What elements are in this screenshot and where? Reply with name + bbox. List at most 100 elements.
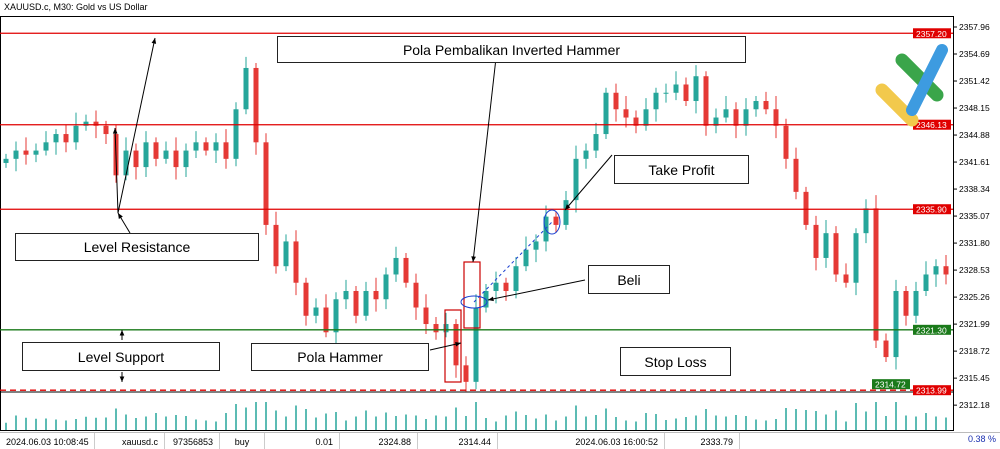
open-price: 2324.88 — [340, 433, 418, 449]
candle-body — [3, 158, 9, 163]
level-price-label: 2313.99 — [916, 386, 947, 396]
entry-marker — [460, 295, 488, 309]
level-price-label: 2346.13 — [916, 120, 947, 130]
price-axis-border — [953, 16, 954, 431]
candle-body — [583, 150, 589, 159]
candle-body — [403, 257, 409, 283]
candle-body — [943, 266, 949, 275]
y-tick-label: 2315.45 — [959, 373, 990, 383]
candle-body — [713, 117, 719, 126]
candle-body — [363, 290, 369, 316]
level-price-badge — [913, 28, 951, 39]
candle-body — [283, 241, 289, 267]
candle-body — [633, 117, 639, 126]
exit-marker — [543, 209, 561, 235]
candle-body — [243, 67, 249, 110]
candle-body — [813, 224, 819, 258]
candle-body — [553, 216, 559, 225]
candle-body — [193, 142, 199, 151]
level-price-badge — [872, 379, 910, 390]
candle-body — [233, 109, 239, 159]
candle-body — [793, 158, 799, 192]
candle-body — [123, 150, 129, 176]
symbol: xauusd.c — [95, 433, 165, 449]
candle-body — [493, 282, 499, 291]
candle-body — [383, 274, 389, 300]
y-tick-label: 2312.18 — [959, 400, 990, 410]
candle-body — [523, 249, 529, 267]
arrow-head — [112, 128, 118, 134]
candle-body — [223, 142, 229, 159]
candle-body — [163, 150, 169, 159]
candle-body — [333, 299, 339, 333]
candle-body — [883, 340, 889, 358]
annotation-level-support: Level Support — [22, 342, 220, 371]
level-price-badge — [913, 385, 951, 396]
annotation-beli: Beli — [588, 265, 670, 294]
candle-body — [353, 290, 359, 316]
candle-body — [853, 233, 859, 283]
lot-volume: 0.01 — [265, 433, 340, 449]
trade-history-row[interactable]: 2024.06.03 10:08:45 xauusd.c 97356853 bu… — [0, 432, 1000, 449]
open-time: 2024.06.03 10:08:45 — [0, 433, 95, 449]
arrow-head — [119, 330, 125, 336]
candle-body — [623, 109, 629, 118]
candle-body — [503, 282, 509, 291]
candle-body — [773, 109, 779, 126]
candle-body — [323, 307, 329, 333]
close-time: 2024.06.03 16:00:52 — [498, 433, 665, 449]
candle-body — [173, 150, 179, 168]
candle-body — [313, 307, 319, 316]
candle-body — [473, 307, 479, 382]
candle-body — [23, 150, 29, 155]
candle-body — [513, 266, 519, 291]
candle-body — [573, 158, 579, 201]
candle-body — [423, 307, 429, 325]
candle-body — [683, 84, 689, 102]
y-tick-label: 2344.88 — [959, 130, 990, 140]
level-price-badge — [913, 119, 951, 130]
arrow-head — [151, 38, 157, 44]
candle-body — [33, 150, 39, 155]
candle-body — [143, 142, 149, 168]
y-tick-label: 2321.99 — [959, 319, 990, 329]
y-tick-label: 2335.07 — [959, 211, 990, 221]
trade-line — [473, 221, 553, 303]
candle-body — [93, 121, 99, 126]
candle-body — [763, 101, 769, 110]
annotation-arrow — [114, 127, 119, 214]
candle-body — [13, 150, 19, 159]
arrow-head — [119, 376, 125, 382]
candle-body — [653, 92, 659, 110]
candle-body — [823, 233, 829, 258]
level-price-badge — [913, 204, 951, 215]
arrow-head — [118, 213, 123, 219]
candle-body — [203, 142, 209, 151]
candle-body — [873, 208, 879, 341]
candle-body — [133, 150, 139, 168]
candle-body — [673, 84, 679, 93]
level-price-badge — [913, 324, 951, 335]
candle-body — [303, 282, 309, 316]
candle-body — [833, 233, 839, 275]
window-title: XAUUSD.c, M30: Gold vs US Dollar — [4, 2, 148, 12]
annotation-take-profit: Take Profit — [614, 155, 749, 184]
candle-body — [43, 142, 49, 151]
candle-body — [293, 241, 299, 283]
candle-body — [643, 109, 649, 126]
candle-body — [73, 125, 79, 143]
candle-body — [783, 125, 789, 159]
annotation-arrow — [487, 279, 586, 301]
candle-body — [533, 241, 539, 250]
order-type: buy — [220, 433, 265, 449]
level-price-label: 2357.20 — [916, 29, 947, 39]
candle-body — [413, 282, 419, 308]
candle-body — [463, 365, 469, 382]
candle-body — [343, 290, 349, 300]
candle-body — [63, 134, 69, 143]
candle-body — [443, 324, 449, 333]
arrow-head — [565, 204, 571, 210]
ticket: 97356853 — [165, 433, 220, 449]
